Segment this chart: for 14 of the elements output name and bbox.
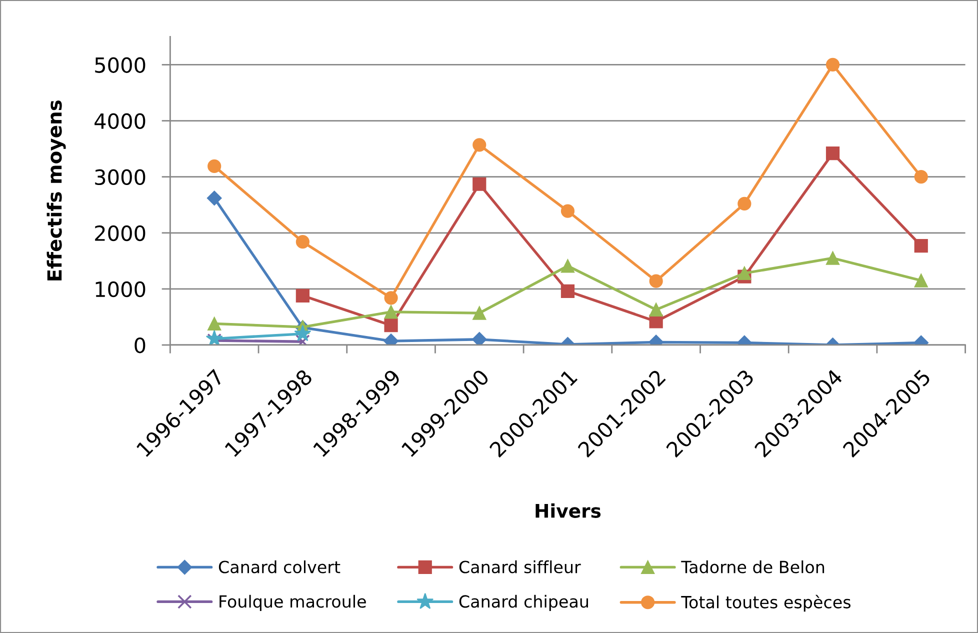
legend-label: Tadorne de Belon	[681, 560, 824, 574]
y-tick-label: 0	[134, 337, 146, 354]
legend-label: Canard chipeau	[459, 594, 588, 612]
legend-label: Canard colvert	[218, 560, 340, 574]
y-axis-title: Effectifs moyens	[46, 100, 66, 280]
legend-label: Foulque macroule	[220, 594, 366, 612]
legend-label: Total toutes espèces	[681, 594, 850, 612]
y-tick-label: 1000	[96, 281, 146, 298]
y-tick-label: 4000	[94, 113, 146, 129]
y-tick-label: 5000	[95, 57, 146, 73]
y-tick-label: 2000	[95, 225, 146, 242]
y-tick-label: 3000	[95, 169, 146, 186]
x-axis-title: Hivers	[536, 503, 601, 518]
legend-label: Canard siffleur	[459, 560, 581, 574]
